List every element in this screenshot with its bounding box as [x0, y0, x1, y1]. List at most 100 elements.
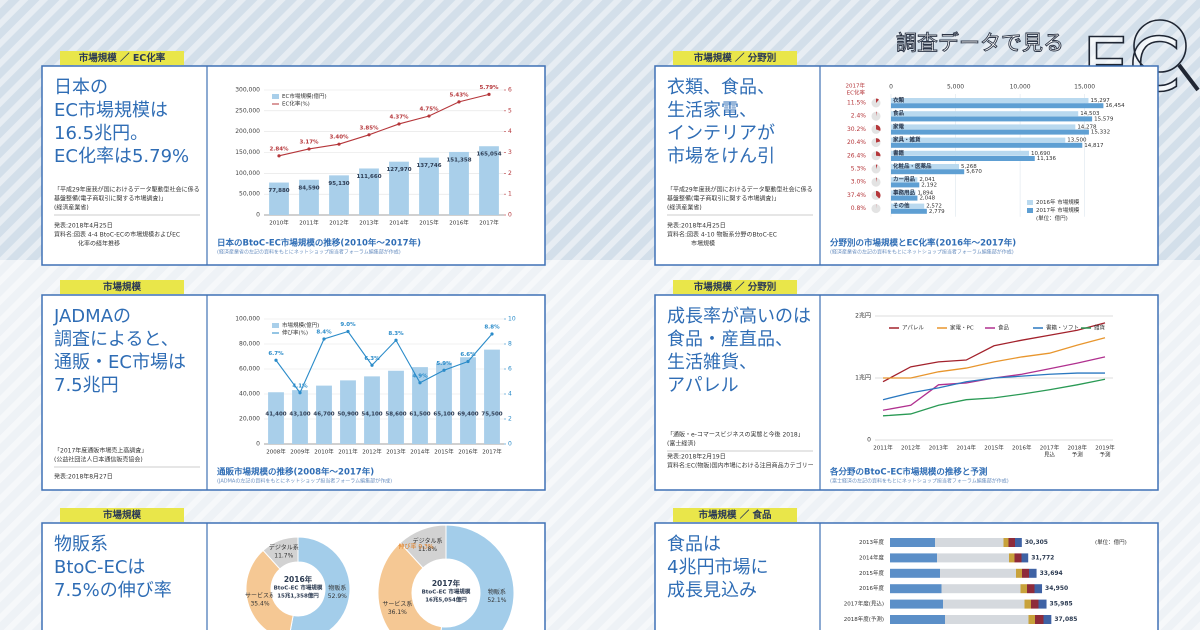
chart-note: (JADMAの左記の資料をもとにネットショップ担当者フォーラム編集部が作成): [217, 478, 392, 485]
x-tick-label: 10,000: [1010, 84, 1031, 91]
rate-point: [298, 391, 302, 395]
headline: 生活雑貨、: [667, 352, 757, 373]
bar: [891, 137, 1066, 143]
source-text: 「平成29年度我が国におけるデータ駆動型社会に係る: [667, 186, 813, 194]
legend-label: EC化率(%): [282, 100, 310, 108]
donut-center: 15兆1,358億円: [277, 592, 319, 600]
donut-note: 伸び率 9.3%: [398, 543, 433, 551]
rate-value-label: 6.7%: [268, 351, 284, 357]
donut-segment: [245, 549, 294, 630]
category-label: 化粧品・医薬品: [893, 162, 932, 170]
rate-value-label: 6.3%: [364, 356, 380, 362]
ec-rate-label: 30.2%: [847, 126, 866, 133]
source-text: 「平成29年度我が国におけるデータ駆動型社会に係る: [54, 186, 200, 194]
bar: [891, 124, 1076, 130]
bar: [891, 169, 965, 175]
bar: [269, 182, 289, 215]
ec-rate-label: 3.0%: [851, 179, 867, 186]
panel-tag: 市場規模: [103, 509, 142, 521]
headline: 4兆円市場に: [667, 557, 768, 578]
bar: [890, 568, 1037, 578]
bar: [891, 190, 916, 196]
legend-label: 2016年 市場規模: [1036, 198, 1080, 206]
category-label: 衣類: [893, 96, 905, 104]
x-tick-label: 2013年: [386, 448, 406, 456]
bar: [412, 367, 428, 444]
ec-rate-label: 20.4%: [847, 139, 866, 146]
legend-label: アパレル: [902, 325, 924, 332]
rate-point: [277, 154, 281, 158]
rate-value-label: 5.79%: [479, 85, 499, 91]
donut-segment: [377, 542, 443, 630]
ec-rate-wedge: [876, 111, 877, 117]
ec-rate-header: EC化率: [847, 89, 866, 97]
x-tick-label: 2015年: [434, 448, 454, 456]
headline: 調査によると、: [54, 329, 179, 350]
release-text: 資料名:EC(物販)国内市場における注目商品カテゴリー: [667, 462, 814, 470]
bar-value-label: 95,130: [328, 181, 349, 187]
headline: 食品は: [667, 534, 721, 555]
rate-value-label: 4.9%: [412, 373, 428, 379]
ec-rate-label: 11.5%: [847, 100, 866, 107]
headline: 生活家電、: [667, 100, 757, 121]
bar-value-label: 54,100: [361, 412, 382, 418]
bar-value-label: 2,041: [919, 177, 935, 183]
ec-rate-wedge: [876, 164, 878, 169]
y2-tick-label: 6: [508, 366, 512, 373]
headline: アパレル: [667, 375, 739, 396]
rate-point: [337, 142, 341, 146]
headline: 衣類、食品、: [667, 77, 775, 98]
rate-value-label: 4.75%: [419, 107, 439, 113]
bar-value-label: 5,670: [966, 169, 982, 175]
x-tick-label: 2015年: [419, 219, 439, 227]
bar: [388, 370, 404, 444]
unit-label: (単位：億円): [1095, 538, 1127, 546]
rate-value-label: 9.0%: [340, 322, 356, 328]
x-tick-label: 2014年: [957, 444, 977, 452]
donut-segment: [440, 524, 515, 630]
bar-value-label: 50,900: [337, 412, 358, 418]
bar: [891, 103, 1104, 109]
rate-point: [370, 363, 374, 367]
bar: [479, 146, 499, 215]
donut-hole: [413, 560, 479, 626]
bar-value-label: 2,048: [919, 196, 935, 202]
category-label: 2016年度: [859, 584, 884, 592]
bar: [891, 177, 918, 183]
bar-value-label: 77,880: [268, 188, 289, 194]
x-tick-note: 予測: [1099, 451, 1111, 459]
ec-rate-wedge: [876, 190, 881, 199]
x-tick-label: 2012年: [362, 448, 382, 456]
y-tick-label: 1兆円: [855, 374, 871, 382]
headline: 7.5%の伸び率: [54, 580, 172, 601]
y2-tick-label: 10: [508, 316, 516, 323]
segment-value: 11.7%: [274, 553, 293, 560]
bar-value-label: 14,817: [1084, 143, 1104, 149]
x-tick-label: 2016年: [458, 448, 478, 456]
segment-value: 52.1%: [487, 597, 506, 604]
rate-value-label: 3.85%: [359, 125, 379, 131]
y2-tick-label: 8: [508, 341, 512, 348]
ec-rate-wedge: [876, 177, 877, 183]
bar-value-label: 33,694: [1040, 570, 1063, 577]
bar-value-label: 127,970: [386, 167, 411, 173]
y-tick-label: 60,000: [239, 366, 260, 373]
x-tick-label: 2019年: [1095, 444, 1115, 452]
header-title: 調査データで見る: [896, 31, 1064, 55]
y2-tick-label: 4: [508, 128, 512, 135]
segment-label: デジタル系: [413, 537, 443, 545]
rate-value-label: 3.17%: [299, 139, 319, 145]
legend-label: 市場規模(億円): [282, 321, 319, 329]
magnifier-handle: [1177, 63, 1200, 92]
y-tick-label: 300,000: [235, 87, 260, 94]
category-label: 2018年度(予測): [844, 615, 884, 623]
bar: [340, 380, 356, 444]
legend-label: 食品: [998, 324, 1010, 332]
rate-value-label: 3.40%: [329, 135, 349, 141]
bar-value-label: 165,054: [476, 152, 501, 158]
y2-tick-label: 0: [508, 441, 512, 448]
donut-hole: [272, 563, 324, 615]
panel-tag: 市場規模 ／ 分野別: [694, 52, 777, 64]
